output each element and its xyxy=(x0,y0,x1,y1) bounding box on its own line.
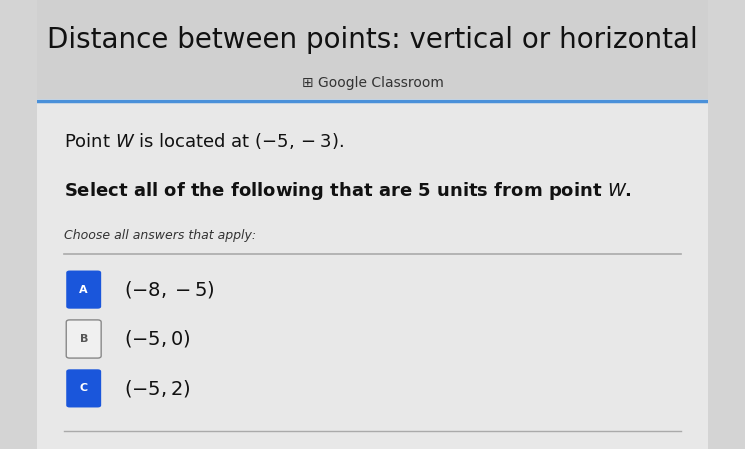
Text: A: A xyxy=(80,285,88,295)
FancyBboxPatch shape xyxy=(66,369,101,408)
Text: ⊞ Google Classroom: ⊞ Google Classroom xyxy=(302,76,443,90)
FancyBboxPatch shape xyxy=(66,270,101,309)
Text: $(-5,2)$: $(-5,2)$ xyxy=(124,378,191,399)
Text: Distance between points: vertical or horizontal: Distance between points: vertical or hor… xyxy=(47,26,698,54)
Text: Point $W$ is located at $(-5,-3)$.: Point $W$ is located at $(-5,-3)$. xyxy=(63,132,343,151)
Text: C: C xyxy=(80,383,88,393)
Text: $(-8,-5)$: $(-8,-5)$ xyxy=(124,279,215,300)
FancyBboxPatch shape xyxy=(66,320,101,358)
Text: B: B xyxy=(80,334,88,344)
FancyBboxPatch shape xyxy=(37,99,708,449)
Text: Select all of the following that are 5 units from point $W$.: Select all of the following that are 5 u… xyxy=(63,180,632,202)
Text: $(-5,0)$: $(-5,0)$ xyxy=(124,329,191,349)
Text: Choose all answers that apply:: Choose all answers that apply: xyxy=(63,229,256,242)
FancyBboxPatch shape xyxy=(37,0,708,99)
